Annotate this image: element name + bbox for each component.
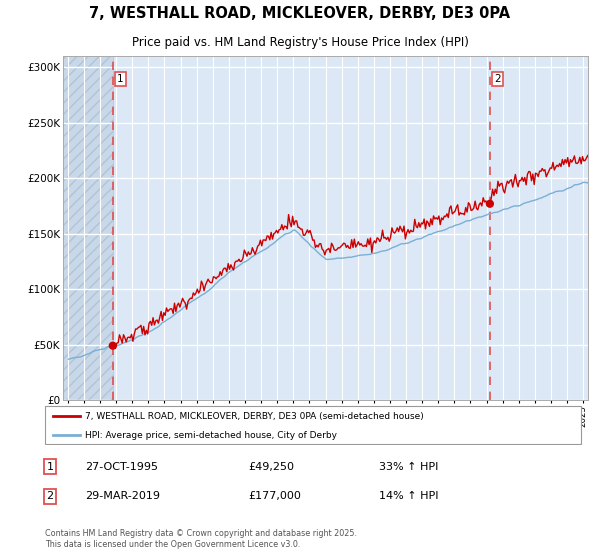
Point (108, 341, 118, 350)
Text: £177,000: £177,000 (248, 491, 301, 501)
Text: 7, WESTHALL ROAD, MICKLEOVER, DERBY, DE3 0PA (semi-detached house): 7, WESTHALL ROAD, MICKLEOVER, DERBY, DE3… (85, 412, 424, 421)
Text: 1: 1 (117, 74, 124, 85)
Text: 14% ↑ HPI: 14% ↑ HPI (379, 491, 438, 501)
Text: 29-MAR-2019: 29-MAR-2019 (85, 491, 160, 501)
Text: 27-OCT-1995: 27-OCT-1995 (85, 462, 158, 472)
Text: Contains HM Land Registry data © Crown copyright and database right 2025.
This d: Contains HM Land Registry data © Crown c… (45, 529, 357, 549)
Text: Price paid vs. HM Land Registry's House Price Index (HPI): Price paid vs. HM Land Registry's House … (131, 36, 469, 49)
FancyBboxPatch shape (45, 407, 581, 444)
Text: 2: 2 (494, 74, 500, 85)
Point (485, 199, 494, 208)
Text: HPI: Average price, semi-detached house, City of Derby: HPI: Average price, semi-detached house,… (85, 431, 337, 440)
Text: 7, WESTHALL ROAD, MICKLEOVER, DERBY, DE3 0PA: 7, WESTHALL ROAD, MICKLEOVER, DERBY, DE3… (89, 6, 511, 21)
Text: 33% ↑ HPI: 33% ↑ HPI (379, 462, 438, 472)
Bar (60, 56, 113, 400)
Text: £49,250: £49,250 (248, 462, 295, 472)
Text: 1: 1 (47, 462, 53, 472)
Text: 2: 2 (47, 491, 54, 501)
